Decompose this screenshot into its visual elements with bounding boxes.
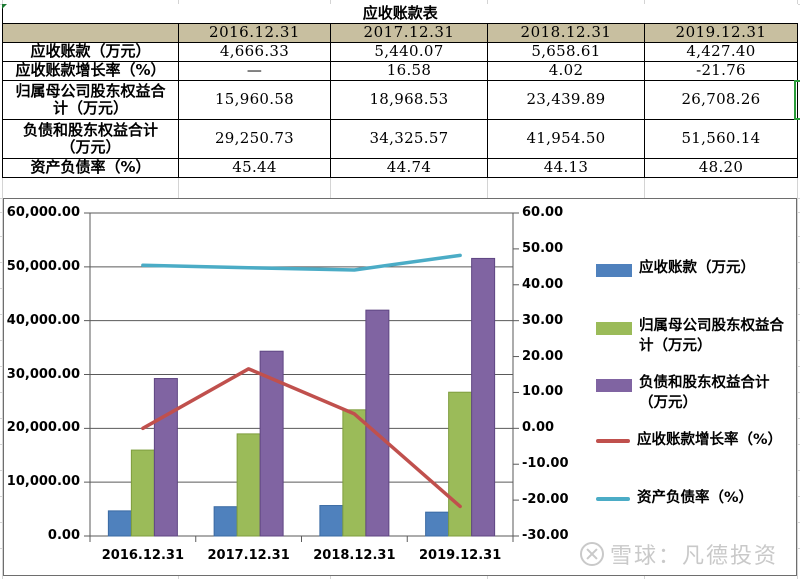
cell[interactable]: 44.13 <box>487 157 645 178</box>
x-tick-label: 2017.12.31 <box>207 548 290 563</box>
watermark: 雪球：凡德投资 <box>580 538 778 570</box>
snowball-logo-icon <box>580 542 604 566</box>
y-right-tick-label: -30.00 <box>522 528 569 543</box>
watermark-text: 雪球：凡德投资 <box>610 544 779 569</box>
cell[interactable]: 4,666.33 <box>178 41 331 62</box>
table-row: 负债和股东权益合计（万元） 29,250.73 34,325.57 41,954… <box>2 118 798 159</box>
y-left-tick-label: 0.00 <box>47 528 80 543</box>
header-cell-blank[interactable] <box>2 22 179 43</box>
x-tick-label: 2016.12.31 <box>101 548 184 563</box>
row-label-debt-ratio[interactable]: 资产负债率（%） <box>2 157 179 178</box>
bar[interactable] <box>236 433 261 537</box>
line-series[interactable] <box>141 253 462 272</box>
legend-item-debt-ratio[interactable]: 资产负债率（%） <box>596 488 797 508</box>
x-tick-label: 2019.12.31 <box>419 548 502 563</box>
bar[interactable] <box>471 257 496 537</box>
y-right-tick-label: -10.00 <box>522 456 569 472</box>
receivables-table: 应收账款表 2016.12.31 2017.12.31 2018.12.31 2… <box>2 4 798 178</box>
legend-label: 应收账款增长率（%） <box>637 432 783 448</box>
legend-swatch-purple-icon <box>596 379 632 392</box>
legend-line-cyan-icon <box>596 497 630 501</box>
y-left-tick-label: 60,000.00 <box>6 205 80 220</box>
cell[interactable]: 48.20 <box>644 157 798 178</box>
legend-item-parent-equity[interactable]: 归属母公司股东权益合计（万元） <box>596 316 789 356</box>
cell[interactable]: 44.74 <box>330 157 488 178</box>
bar[interactable] <box>107 510 132 537</box>
table-title[interactable]: 应收账款表 <box>2 4 798 24</box>
y-left-tick-label: 20,000.00 <box>6 420 80 436</box>
legend-swatch-green-icon <box>596 322 632 335</box>
cell[interactable]: -21.76 <box>644 60 798 81</box>
y-right-tick-label: 40.00 <box>522 276 564 292</box>
table-row: 应收账款增长率（%） — 16.58 4.02 -21.76 <box>2 60 798 81</box>
legend-swatch-blue-icon <box>596 264 632 277</box>
legend-label: 应收账款（万元） <box>639 260 755 276</box>
cell[interactable]: 29,250.73 <box>178 118 331 159</box>
table-row: 归属母公司股东权益合计（万元） 15,960.58 18,968.53 23,4… <box>2 79 798 120</box>
selected-cell-indicator <box>794 80 800 120</box>
header-cell-2019[interactable]: 2019.12.31 <box>644 22 798 43</box>
y-left-tick-label: 50,000.00 <box>6 258 80 274</box>
y-left-tick-label: 30,000.00 <box>6 366 80 382</box>
bar[interactable] <box>365 309 390 537</box>
cell[interactable]: 34,325.57 <box>330 118 488 159</box>
cell[interactable]: 23,439.89 <box>487 79 645 120</box>
legend-label: 负债和股东权益合计（万元） <box>639 375 770 411</box>
bar[interactable] <box>319 505 344 537</box>
bar[interactable] <box>153 378 178 537</box>
y-right-tick-label: 20.00 <box>522 348 564 364</box>
y-right-tick-label: 10.00 <box>522 384 564 400</box>
table-header-row: 2016.12.31 2017.12.31 2018.12.31 2019.12… <box>2 22 798 43</box>
bar[interactable] <box>259 350 284 537</box>
cell[interactable]: 5,440.07 <box>330 41 488 62</box>
y-right-tick-label: 50.00 <box>522 240 564 256</box>
cell[interactable]: 15,960.58 <box>178 79 331 120</box>
cell[interactable]: 45.44 <box>178 157 331 178</box>
bar[interactable] <box>342 409 367 537</box>
table-row: 应收账款（万元） 4,666.33 5,440.07 5,658.61 4,42… <box>2 41 798 62</box>
y-right-tick-label: 0.00 <box>522 420 555 436</box>
cell[interactable]: 41,954.50 <box>487 118 645 159</box>
y-right-tick-label: 30.00 <box>522 312 564 328</box>
y-left-tick-label: 40,000.00 <box>6 312 80 328</box>
line-series[interactable] <box>141 367 462 509</box>
row-label-receivables-growth[interactable]: 应收账款增长率（%） <box>2 60 179 81</box>
bar[interactable] <box>425 511 450 537</box>
header-cell-2017[interactable]: 2017.12.31 <box>330 22 488 43</box>
y-right-tick-label: -20.00 <box>522 492 569 508</box>
table-row: 资产负债率（%） 45.44 44.74 44.13 48.20 <box>2 157 798 178</box>
cell[interactable]: 51,560.14 <box>644 118 798 159</box>
legend-line-red-icon <box>596 439 630 443</box>
legend-item-receivables[interactable]: 应收账款（万元） <box>596 258 799 278</box>
y-left-tick-label: 10,000.00 <box>6 474 80 490</box>
legend-item-total-liabilities-equity[interactable]: 负债和股东权益合计（万元） <box>596 373 789 413</box>
cell[interactable]: 26,708.26 <box>644 79 798 120</box>
legend-label: 归属母公司股东权益合计（万元） <box>639 318 784 354</box>
cell[interactable]: 18,968.53 <box>330 79 488 120</box>
legend-label: 资产负债率（%） <box>637 490 754 506</box>
cell-corner-marker <box>2 4 7 9</box>
legend-item-receivables-growth[interactable]: 应收账款增长率（%） <box>596 430 800 450</box>
bar[interactable] <box>213 506 238 537</box>
bar[interactable] <box>130 449 155 537</box>
x-tick-label: 2018.12.31 <box>313 548 396 563</box>
bar[interactable] <box>448 391 473 537</box>
header-cell-2018[interactable]: 2018.12.31 <box>487 22 645 43</box>
y-right-tick-label: 60.00 <box>522 205 564 220</box>
